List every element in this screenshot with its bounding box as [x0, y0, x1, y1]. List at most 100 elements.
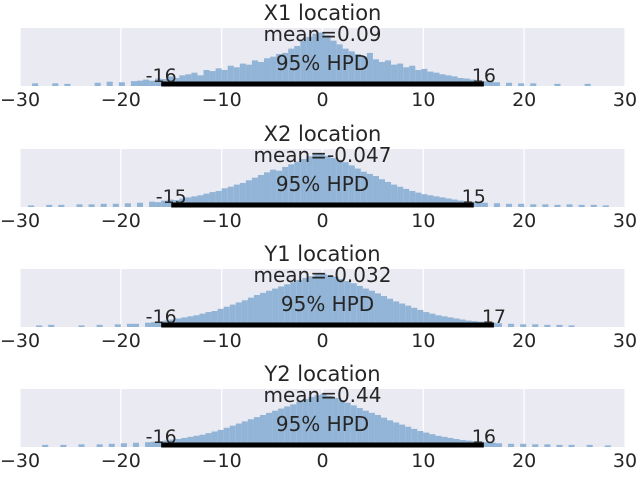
histogram-bar [397, 186, 404, 207]
histogram-bar [126, 323, 133, 327]
histogram-bar [411, 428, 418, 447]
histogram-bar [318, 153, 325, 207]
histogram-bar [239, 182, 246, 207]
histogram-bar [100, 203, 107, 207]
histogram-bar [344, 281, 351, 327]
histogram-bar [481, 202, 488, 207]
histogram-bar [451, 76, 458, 86]
histogram-bar [42, 444, 49, 447]
hpd-low-label: -16 [146, 65, 177, 87]
histogram-bar [441, 316, 448, 327]
histogram-bar [578, 204, 585, 207]
histogram-bar [445, 75, 452, 86]
histogram-bar [223, 427, 230, 447]
histogram-bar [489, 442, 496, 447]
histogram-bar [233, 67, 240, 86]
x-tick-label: 30 [613, 450, 637, 472]
hpd-low-label: -16 [146, 306, 177, 328]
histogram-bar [409, 190, 416, 207]
histogram-bar [411, 307, 418, 327]
histogram-bar [227, 65, 234, 86]
histogram-bar [48, 324, 55, 327]
histogram-bar [350, 283, 357, 327]
histogram-bar [439, 74, 446, 86]
histogram-bar [372, 176, 379, 207]
histogram-bar [532, 324, 539, 327]
histogram-bar [435, 435, 442, 447]
histogram-bar [493, 82, 500, 86]
histogram-bar [532, 444, 539, 447]
histogram-bar [421, 194, 428, 207]
histogram-bar [58, 204, 65, 207]
histogram-bar [145, 322, 152, 327]
histogram-bar [257, 174, 265, 207]
mean-label: mean=-0.047 [254, 143, 392, 167]
histogram-bar [259, 292, 267, 327]
histogram-bar [518, 83, 525, 86]
histogram-bar [314, 274, 321, 327]
histogram-bar [356, 285, 363, 327]
histogram-bar [155, 78, 162, 86]
histogram-bar [78, 325, 85, 327]
histogram-bar [475, 202, 482, 207]
histogram-bar [229, 425, 236, 447]
x-tick-label: −20 [101, 450, 141, 472]
histogram-bar [288, 164, 295, 207]
histogram-bar [495, 443, 502, 447]
hpd-high-label: 16 [472, 65, 496, 87]
histogram-bar [181, 317, 188, 327]
histogram-bar [282, 166, 289, 207]
histogram-bar [403, 188, 410, 207]
histogram-bar [332, 276, 339, 327]
histogram-bar [227, 186, 234, 207]
histogram-bar [157, 321, 164, 327]
histogram-bar [257, 61, 265, 86]
histogram-bar [203, 69, 210, 86]
hpd-low-label: -16 [146, 426, 177, 448]
x-tick-label: 30 [613, 89, 637, 111]
histogram-bar [197, 75, 204, 86]
histogram-bar [294, 45, 301, 86]
histogram-bar [356, 408, 363, 447]
histogram-bar [586, 444, 593, 447]
histogram-bar [221, 188, 228, 207]
histogram-bar [520, 443, 527, 447]
histogram-bar [427, 71, 434, 86]
histogram-bar [590, 204, 597, 207]
histogram-bar [380, 417, 388, 447]
histogram-bar [554, 204, 561, 207]
histogram-bar [481, 81, 488, 86]
x-tick-label: 10 [411, 210, 435, 232]
histogram-bar [435, 315, 442, 327]
histogram-bar [421, 68, 428, 86]
histogram-bar [308, 396, 315, 447]
histogram-bar [136, 202, 144, 207]
histogram-bar [493, 203, 500, 207]
histogram-bar [312, 33, 319, 86]
histogram-bar [46, 204, 53, 207]
histogram-bar [124, 203, 131, 207]
histogram-bar [302, 398, 309, 447]
x-tick-label: 20 [512, 450, 536, 472]
histogram-bar [568, 444, 575, 447]
histogram-bar [235, 302, 242, 327]
histogram-bar [374, 293, 381, 327]
histogram-bar [76, 204, 83, 207]
histogram-bar [155, 202, 162, 207]
hpd-high-label: 15 [462, 186, 486, 208]
histogram-bar [64, 83, 71, 86]
hpd-high-label: 17 [482, 306, 506, 328]
histogram-bar [506, 203, 513, 207]
histogram-bar [193, 435, 200, 447]
histogram-bar [415, 192, 422, 207]
histogram-bar [229, 304, 236, 327]
histogram-bar [433, 196, 440, 207]
histogram-bar [399, 424, 406, 447]
histogram-bar [556, 324, 563, 327]
histogram-bar [380, 296, 388, 327]
histogram-bar [233, 184, 240, 207]
histogram-bar [118, 82, 125, 86]
